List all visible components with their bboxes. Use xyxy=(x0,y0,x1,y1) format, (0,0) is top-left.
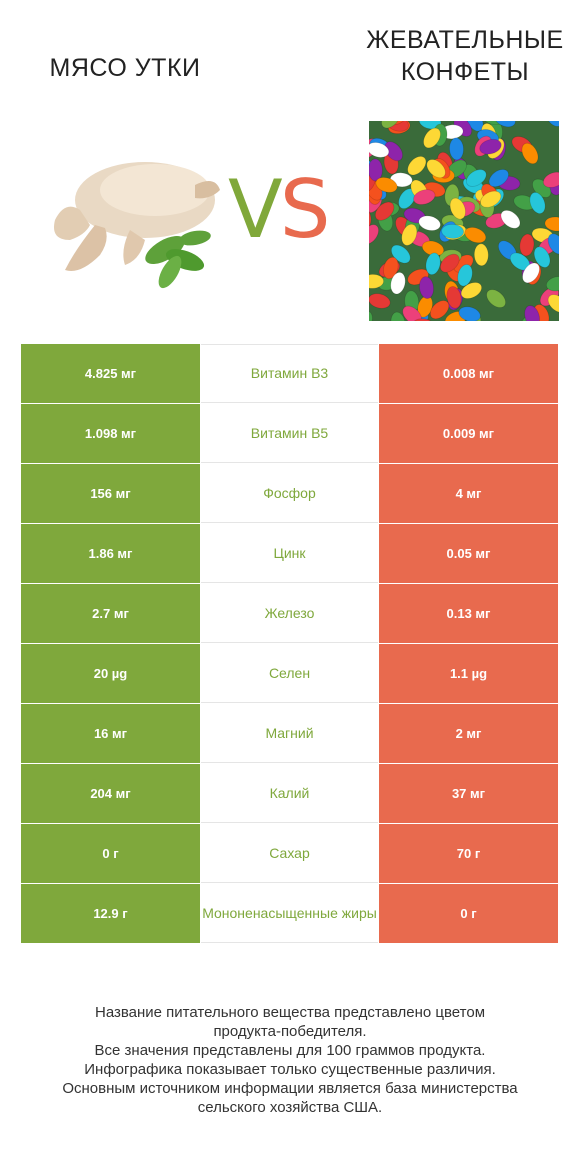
table-row: 1.098 мг Витамин B5 0.009 мг xyxy=(21,404,558,464)
nutrient-name: Цинк xyxy=(201,524,378,583)
footer-line: Основным источником информации является … xyxy=(62,1080,518,1097)
right-value: 70 г xyxy=(379,824,558,883)
nutrient-name: Фосфор xyxy=(201,464,378,523)
right-value: 0.05 мг xyxy=(379,524,558,583)
left-value: 12.9 г xyxy=(21,884,200,943)
vs-s: S xyxy=(279,163,331,256)
left-value: 156 мг xyxy=(21,464,200,523)
right-value: 0 г xyxy=(379,884,558,943)
table-row: 12.9 г Мононенасыщенные жиры 0 г xyxy=(21,884,558,944)
nutrient-name: Магний xyxy=(201,704,378,763)
footer-line: продукта-победителя. xyxy=(213,1023,367,1040)
right-value: 4 мг xyxy=(379,464,558,523)
left-value: 20 µg xyxy=(21,644,200,703)
vs-label: VS xyxy=(228,163,331,256)
footer-line: Название питательного вещества представл… xyxy=(94,1004,486,1021)
nutrient-name: Калий xyxy=(201,764,378,823)
right-value: 0.13 мг xyxy=(379,584,558,643)
right-title-line-2: КОНФЕТЫ xyxy=(400,58,530,86)
left-value: 1.098 мг xyxy=(21,404,200,463)
footer-line: Все значения представлены для 100 граммо… xyxy=(94,1042,486,1059)
table-row: 2.7 мг Железо 0.13 мг xyxy=(21,584,558,644)
left-product-title: МЯСО УТКИ xyxy=(49,54,201,82)
right-value: 2 мг xyxy=(379,704,558,763)
nutrient-name: Селен xyxy=(201,644,378,703)
left-value: 16 мг xyxy=(21,704,200,763)
right-value: 37 мг xyxy=(379,764,558,823)
footer-line: сельского хозяйства США. xyxy=(197,1099,383,1116)
right-value: 1.1 µg xyxy=(379,644,558,703)
right-value: 0.008 мг xyxy=(379,344,558,403)
comparison-table: 4.825 мг Витамин B3 0.008 мг 1.098 мг Витами… xyxy=(21,344,558,944)
nutrient-name: Железо xyxy=(201,584,378,643)
table-row: 0 г Сахар 70 г xyxy=(21,824,558,884)
table-row: 204 мг Калий 37 мг xyxy=(21,764,558,824)
duck-meat-image xyxy=(45,140,225,300)
table-row: 16 мг Магний 2 мг xyxy=(21,704,558,764)
right-product-title: ЖЕВАТЕЛЬНЫЕ КОНФЕТЫ xyxy=(350,24,580,88)
right-title-line-1: ЖЕВАТЕЛЬНЫЕ xyxy=(366,26,564,54)
nutrient-name: Витамин B5 xyxy=(201,404,378,463)
table-row: 1.86 мг Цинк 0.05 мг xyxy=(21,524,558,584)
left-value: 204 мг xyxy=(21,764,200,823)
table-row: 4.825 мг Витамин B3 0.008 мг xyxy=(21,344,558,404)
table-row: 20 µg Селен 1.1 µg xyxy=(21,644,558,704)
nutrient-name: Витамин B3 xyxy=(201,344,378,403)
table-row: 156 мг Фосфор 4 мг xyxy=(21,464,558,524)
nutrient-name: Мононенасыщенные жиры xyxy=(201,884,378,943)
left-value: 2.7 мг xyxy=(21,584,200,643)
left-value: 4.825 мг xyxy=(21,344,200,403)
footer-line: Инфографика показывает только существенн… xyxy=(84,1061,496,1078)
nutrient-name: Сахар xyxy=(201,824,378,883)
right-value: 0.009 мг xyxy=(379,404,558,463)
left-value: 0 г xyxy=(21,824,200,883)
vs-v: V xyxy=(228,163,283,256)
footer-notes: Название питательного вещества представл… xyxy=(20,1003,560,1117)
jelly-beans-image xyxy=(369,121,559,321)
left-value: 1.86 мг xyxy=(21,524,200,583)
